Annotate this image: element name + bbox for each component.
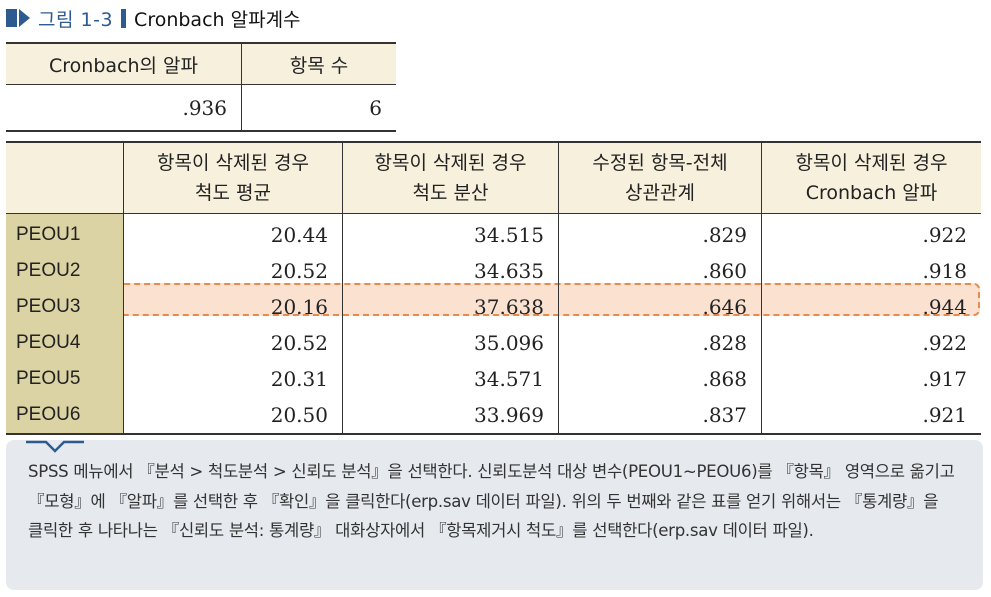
item-total-statistics-table: 항목이 삭제된 경우 척도 평균 항목이 삭제된 경우 척도 분산 수정된 항목… (6, 141, 981, 435)
scale-mean-cell: 20.52 (123, 325, 343, 361)
title-marker-icon (6, 9, 17, 27)
correlation-cell: .646 (558, 289, 762, 325)
figure-title-text: Cronbach 알파계수 (134, 8, 301, 31)
row-label: PEOU1 (6, 213, 124, 253)
table-row: PEOU4 20.52 35.096 .828 .922 (6, 325, 981, 361)
table-row: PEOU2 20.52 34.635 .860 .918 (6, 253, 981, 289)
correlation-cell: .860 (558, 253, 762, 289)
header-line: 척도 분산 (412, 182, 489, 204)
title-arrow-icon (19, 9, 30, 27)
scale-variance-cell: 34.515 (342, 213, 559, 253)
explanation-note-box: SPSS 메뉴에서 『분석 > 척도분석 > 신뢰도 분석』을 선택한다. 신뢰… (6, 440, 983, 590)
cronbach-alpha-value: .936 (6, 84, 242, 132)
correlation-cell: .828 (558, 325, 762, 361)
row-label: PEOU6 (6, 397, 124, 435)
title-separator (121, 8, 127, 28)
alpha-cell: .917 (761, 361, 981, 397)
header-cronbach-alpha: Cronbach의 알파 (6, 42, 242, 85)
scale-mean-cell: 20.44 (123, 213, 343, 253)
header-alpha-if-deleted: 항목이 삭제된 경우 Cronbach 알파 (761, 141, 981, 214)
row-label: PEOU2 (6, 253, 124, 289)
scale-mean-cell: 20.16 (123, 289, 343, 325)
correlation-cell: .829 (558, 213, 762, 253)
alpha-cell: .921 (761, 397, 981, 435)
scale-variance-cell: 34.571 (342, 361, 559, 397)
table-row-highlighted: PEOU3 20.16 37.638 .646 .944 (6, 289, 981, 325)
header-line: Cronbach 알파 (805, 182, 938, 204)
alpha-cell: .922 (761, 325, 981, 361)
correlation-cell: .837 (558, 397, 762, 435)
header-scale-mean: 항목이 삭제된 경우 척도 평균 (123, 141, 343, 214)
header-line: 항목이 삭제된 경우 (795, 152, 948, 174)
figure-label: 그림 1-3 (38, 8, 114, 31)
scale-mean-cell: 20.52 (123, 253, 343, 289)
header-line: 척도 평균 (195, 182, 271, 204)
table-row: .936 6 (6, 84, 396, 132)
scale-variance-cell: 34.635 (342, 253, 559, 289)
header-line: 항목이 삭제된 경우 (157, 152, 309, 174)
scale-mean-cell: 20.50 (123, 397, 343, 435)
alpha-cell: .944 (761, 289, 981, 325)
chevron-down-icon (26, 440, 84, 453)
row-label: PEOU5 (6, 361, 124, 397)
row-label: PEOU3 (6, 289, 124, 325)
explanation-text: SPSS 메뉴에서 『분석 > 척도분석 > 신뢰도 분석』을 선택한다. 신뢰… (28, 462, 955, 540)
alpha-cell: .918 (761, 253, 981, 289)
correlation-cell: .868 (558, 361, 762, 397)
row-label: PEOU4 (6, 325, 124, 361)
table-row: PEOU1 20.44 34.515 .829 .922 (6, 213, 981, 253)
header-item-count: 항목 수 (241, 42, 396, 85)
scale-variance-cell: 33.969 (342, 397, 559, 435)
header-line: 수정된 항목-전체 (592, 152, 728, 174)
scale-variance-cell: 35.096 (342, 325, 559, 361)
alpha-cell: .922 (761, 213, 981, 253)
figure-title: 그림 1-3 Cronbach 알파계수 (6, 4, 301, 32)
scale-variance-cell: 37.638 (342, 289, 559, 325)
item-count-value: 6 (241, 84, 396, 132)
table-row: PEOU6 20.50 33.969 .837 .921 (6, 397, 981, 435)
header-corrected-correlation: 수정된 항목-전체 상관관계 (558, 141, 762, 214)
scale-mean-cell: 20.31 (123, 361, 343, 397)
header-line: 상관관계 (625, 182, 695, 204)
header-line: 항목이 삭제된 경우 (374, 152, 527, 174)
header-scale-variance: 항목이 삭제된 경우 척도 분산 (342, 141, 559, 214)
table-row: PEOU5 20.31 34.571 .868 .917 (6, 361, 981, 397)
reliability-summary-table: Cronbach의 알파 항목 수 .936 6 (6, 42, 396, 132)
header-empty (6, 141, 124, 214)
